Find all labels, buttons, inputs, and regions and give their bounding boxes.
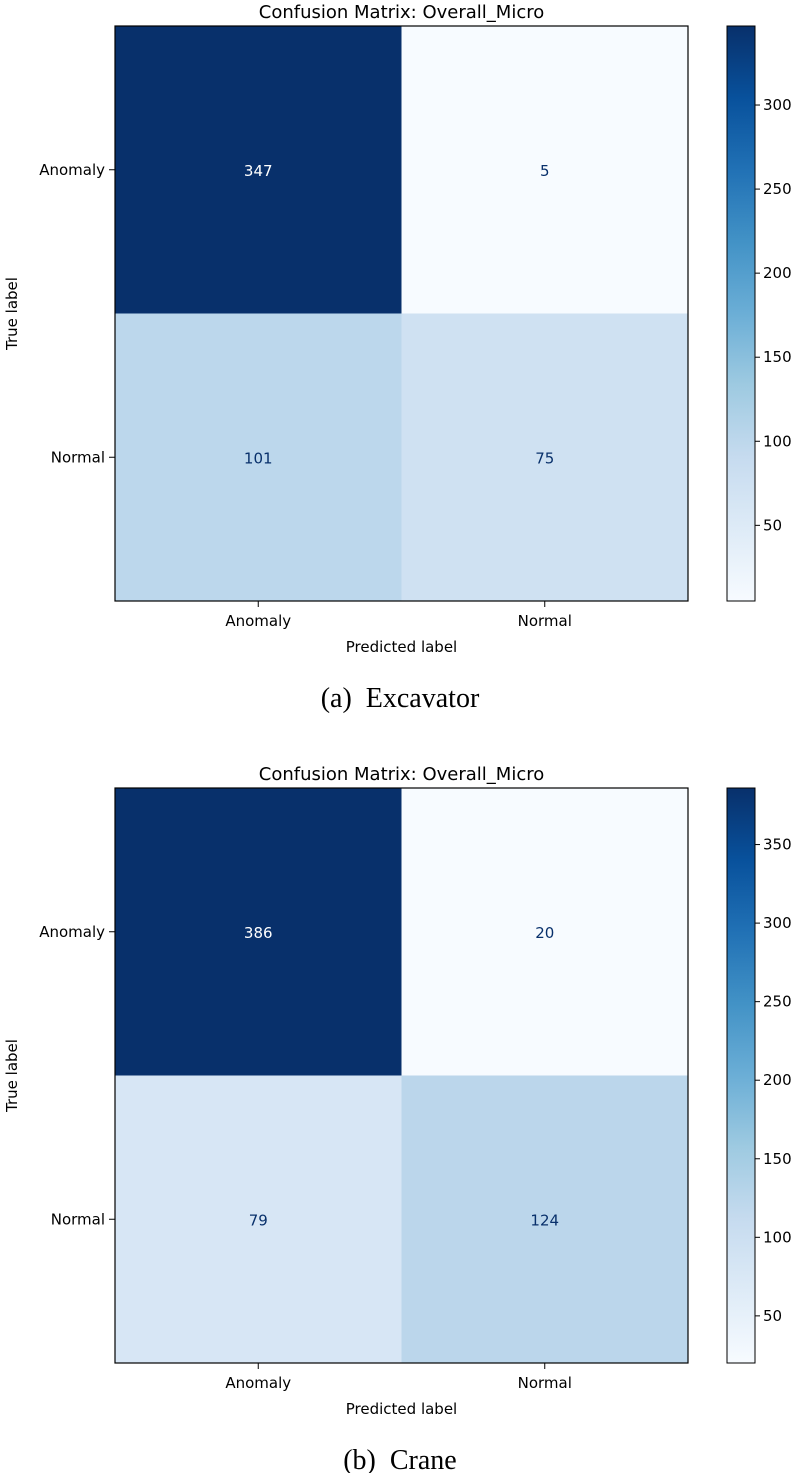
colorbar-tick-label: 100 [763, 432, 792, 450]
colorbar [726, 25, 756, 602]
y-axis-label: True label [3, 277, 21, 351]
colorbar-tick-label: 250 [763, 180, 792, 198]
matrix-frame [114, 25, 689, 602]
cell-value-label: 386 [244, 924, 273, 942]
matrix-cell [115, 26, 402, 314]
cell-value-label: 20 [535, 924, 554, 942]
x-tick-label: Normal [518, 612, 572, 630]
colorbar-tick-label: 50 [763, 1307, 782, 1325]
colorbar-tick-label: 200 [763, 1071, 792, 1089]
y-tick-label: Anomaly [39, 161, 105, 179]
colorbar-tick-label: 50 [763, 516, 782, 534]
x-axis-label: Predicted label [346, 1400, 457, 1418]
cell-value-label: 101 [244, 449, 273, 467]
y-tick-label: Normal [51, 448, 105, 466]
matrix-cell [401, 1075, 689, 1364]
matrix-cell [401, 26, 689, 314]
matrix-cell [115, 313, 402, 602]
colorbar-tick-label: 300 [763, 914, 792, 932]
colorbar-tick-label: 350 [763, 836, 792, 854]
y-tick-label: Normal [51, 1210, 105, 1228]
x-tick-label: Anomaly [225, 1374, 291, 1392]
y-tick-label: Anomaly [39, 923, 105, 941]
matrix-cell [115, 1075, 402, 1364]
colorbar-tick-label: 300 [763, 96, 792, 114]
colorbar-tick-label: 100 [763, 1228, 792, 1246]
matrix-cell [401, 313, 689, 602]
cell-value-label: 75 [535, 449, 554, 467]
panel-caption: (a) Excavator [321, 683, 480, 714]
panel-caption: (b) Crane [343, 1445, 457, 1473]
confusion-matrix-panel-1: Confusion Matrix: Overall_Micro 347 5 101 75… [3, 2, 792, 714]
matrix-cell [115, 788, 402, 1076]
colorbar-tick-label: 200 [763, 264, 792, 282]
x-tick-label: Anomaly [225, 612, 291, 630]
chart-title: Confusion Matrix: Overall_Micro [259, 764, 545, 785]
x-tick-label: Normal [518, 1374, 572, 1392]
cell-value-label: 5 [540, 162, 550, 180]
chart-title: Confusion Matrix: Overall_Micro [259, 2, 545, 23]
confusion-matrix-panel-2: Confusion Matrix: Overall_Micro 386 20 79 12… [3, 764, 792, 1473]
colorbar-tick-label: 250 [763, 993, 792, 1011]
x-axis-label: Predicted label [346, 638, 457, 656]
cell-value-label: 124 [530, 1211, 559, 1229]
y-axis-label: True label [3, 1039, 21, 1113]
colorbar-tick-label: 150 [763, 1150, 792, 1168]
colorbar [726, 787, 756, 1364]
colorbar-tick-label: 150 [763, 348, 792, 366]
matrix-cell [401, 788, 689, 1076]
cell-value-label: 79 [249, 1211, 268, 1229]
cell-value-label: 347 [244, 162, 273, 180]
matrix-frame [114, 787, 689, 1364]
